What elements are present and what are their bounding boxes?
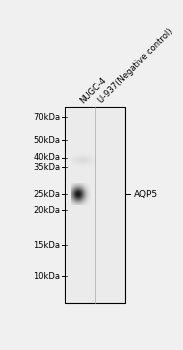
Text: 50kDa: 50kDa: [33, 136, 60, 145]
Text: 70kDa: 70kDa: [33, 113, 60, 122]
Text: U-937(Negative control): U-937(Negative control): [97, 27, 175, 105]
Bar: [66, 108, 124, 302]
Text: 15kDa: 15kDa: [33, 241, 60, 250]
Text: 25kDa: 25kDa: [33, 190, 60, 199]
Text: AQP5: AQP5: [134, 190, 158, 199]
Text: 10kDa: 10kDa: [33, 272, 60, 281]
Text: NUGC-4: NUGC-4: [78, 76, 108, 105]
Text: 20kDa: 20kDa: [33, 206, 60, 215]
Bar: [66, 107, 125, 303]
Text: 35kDa: 35kDa: [33, 163, 60, 172]
Text: 40kDa: 40kDa: [33, 153, 60, 162]
